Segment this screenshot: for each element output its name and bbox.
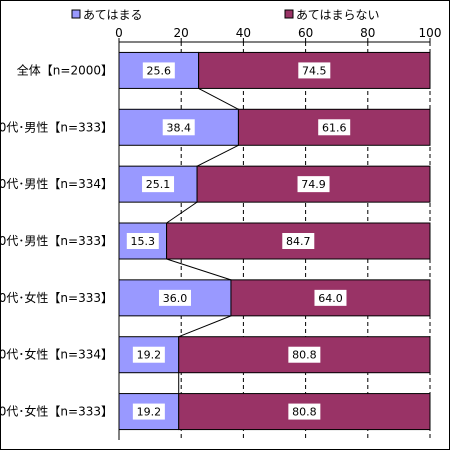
data-label: 19.2 — [137, 406, 162, 419]
category-label: 全体【n=2000】 — [17, 62, 113, 77]
data-label: 61.6 — [322, 121, 347, 134]
series-line — [166, 201, 198, 224]
category-label: 30代･女性【n=333】 — [0, 290, 113, 305]
x-tick-label: 20 — [174, 26, 189, 40]
x-tick-label: 60 — [298, 26, 313, 40]
data-label-box — [288, 403, 321, 420]
x-tick-label: 0 — [115, 26, 123, 40]
data-label-box — [142, 176, 175, 193]
data-label-box — [158, 289, 191, 306]
data-label: 15.3 — [131, 235, 156, 248]
category-label: 30代･男性【n=333】 — [0, 120, 113, 134]
category-label: 40代･女性【n=334】 — [0, 347, 113, 362]
data-label-box — [282, 233, 315, 249]
data-label: 80.8 — [292, 406, 317, 419]
legend-label: あてはまる — [83, 8, 143, 22]
legend-swatch — [71, 9, 81, 19]
x-tick-label: 40 — [236, 26, 251, 40]
data-label-box — [314, 289, 347, 306]
data-label-box — [142, 62, 175, 79]
data-label-box — [126, 233, 159, 249]
data-label-box — [297, 176, 330, 193]
category-label: 50代･女性【n=333】 — [0, 404, 113, 419]
series-line — [178, 315, 232, 338]
bar-segment — [237, 108, 431, 146]
data-label-box — [162, 119, 195, 136]
data-label: 74.5 — [302, 64, 327, 77]
data-label-box — [288, 346, 321, 363]
category-label: 40代･男性【n=334】 — [0, 177, 113, 191]
data-label: 74.9 — [301, 178, 326, 191]
data-label: 80.8 — [292, 349, 317, 362]
data-label: 64.0 — [318, 292, 343, 305]
data-label: 84.7 — [286, 235, 311, 248]
x-tick-label: 80 — [360, 26, 375, 40]
data-label-box — [298, 62, 331, 79]
legend-label: あてはまらない — [296, 8, 380, 22]
x-tick-label: 100 — [419, 26, 442, 40]
series-line — [198, 87, 239, 110]
data-label: 25.1 — [146, 178, 171, 191]
legend-swatch — [284, 9, 294, 19]
data-label: 36.0 — [163, 292, 188, 305]
series-line — [196, 144, 239, 167]
series-line — [166, 258, 232, 281]
data-label-box — [132, 403, 165, 420]
category-label: 50代･男性【n=333】 — [0, 234, 113, 248]
data-label: 19.2 — [137, 349, 162, 362]
data-label: 38.4 — [166, 121, 191, 134]
data-label-box — [132, 346, 165, 363]
data-label-box — [318, 119, 351, 136]
data-label: 25.6 — [147, 64, 172, 77]
